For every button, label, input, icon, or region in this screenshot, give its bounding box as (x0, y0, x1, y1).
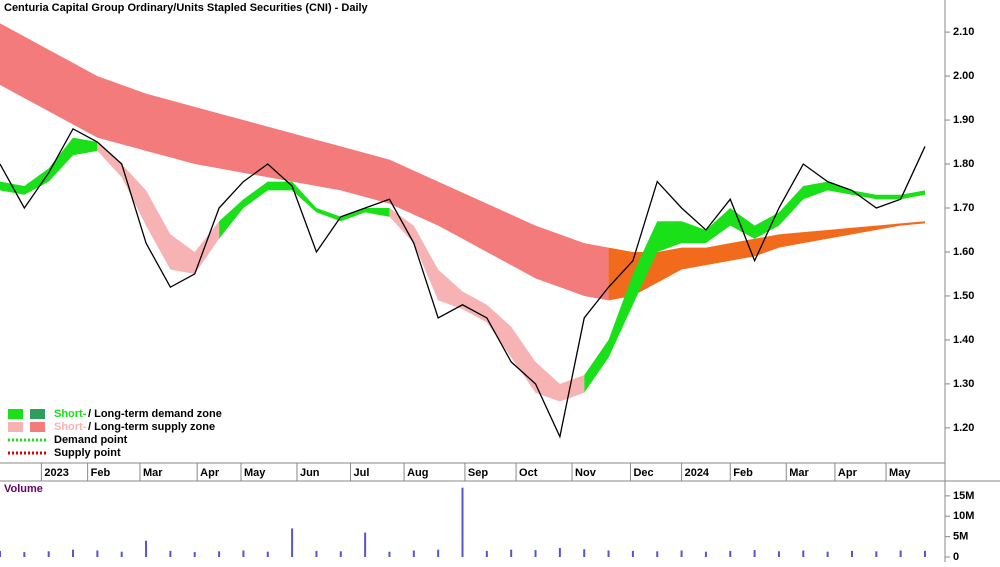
x-tick-label: 2024 (685, 467, 710, 479)
volume-bar (607, 550, 610, 557)
zone-band (389, 207, 585, 402)
volume-bar (461, 487, 464, 557)
volume-tick-label: 15M (953, 490, 974, 502)
x-tick-label: Feb (91, 467, 111, 479)
volume-bar (218, 551, 221, 557)
volume-bar (680, 550, 683, 557)
volume-bar (315, 550, 318, 557)
legend-label: Short- (54, 408, 87, 420)
legend-swatch (30, 409, 45, 419)
y-tick-label: 1.40 (953, 334, 974, 346)
x-tick-label: May (889, 467, 911, 479)
x-tick-label: Dec (633, 467, 653, 479)
volume-tick-label: 5M (953, 531, 968, 543)
volume-bar (558, 548, 561, 557)
volume-bar (0, 550, 1, 557)
volume-bar (583, 549, 586, 557)
zone-band (0, 23, 609, 301)
y-tick-label: 1.30 (953, 378, 974, 390)
x-tick-label: 2023 (44, 467, 68, 479)
zone-band (584, 181, 925, 393)
volume-tick-label: 0 (953, 551, 959, 562)
volume-bar (704, 551, 707, 557)
x-tick-label: Mar (789, 467, 809, 479)
chart-title: Centuria Capital Group Ordinary/Units St… (4, 2, 369, 14)
volume-bar (899, 550, 902, 557)
volume-bar (242, 550, 245, 557)
x-tick-label: Feb (733, 467, 753, 479)
y-tick-label: 1.20 (953, 422, 974, 434)
legend-swatch (30, 422, 45, 432)
y-tick-label: 2.00 (953, 70, 974, 82)
y-tick-label: 1.50 (953, 290, 974, 302)
volume-bar (534, 550, 537, 557)
zone-band (0, 137, 98, 195)
volume-bar (729, 550, 732, 557)
volume-bar (777, 551, 780, 557)
y-tick-label: 1.90 (953, 114, 974, 126)
zone-band (97, 142, 220, 274)
legend-label: Supply point (54, 447, 121, 459)
volume-tick-label: 10M (953, 510, 974, 522)
volume-bar (802, 550, 805, 557)
volume-bar (753, 550, 756, 557)
y-tick-label: 1.70 (953, 202, 974, 214)
volume-bar (364, 532, 367, 557)
volume-bar (485, 550, 488, 557)
x-tick-label: Aug (407, 467, 428, 479)
legend-label: / Long-term supply zone (88, 421, 215, 433)
x-tick-label: Jun (300, 467, 320, 479)
volume-bar (924, 550, 926, 557)
volume-bar (656, 551, 659, 557)
volume-bar (339, 551, 342, 557)
volume-bar (510, 549, 513, 557)
price-line (0, 127, 926, 439)
volume-bar (120, 551, 123, 557)
volume-bar (145, 540, 148, 557)
x-tick-label: Mar (143, 467, 163, 479)
volume-bar (96, 550, 99, 557)
volume-bar (193, 552, 196, 557)
volume-bar (72, 549, 75, 557)
legend-label: Short- (54, 421, 87, 433)
volume-bar (388, 551, 391, 557)
volume-bar (169, 550, 172, 557)
y-tick-label: 1.80 (953, 158, 974, 170)
volume-bar (47, 551, 50, 557)
volume-bar (23, 552, 26, 557)
x-tick-label: Apr (838, 467, 858, 479)
x-tick-label: Jul (354, 467, 370, 479)
x-tick-label: Sep (468, 467, 488, 479)
legend-label: / Long-term demand zone (88, 408, 222, 420)
x-tick-label: Oct (519, 467, 538, 479)
volume-bar (291, 528, 294, 557)
legend-label: Demand point (54, 434, 128, 446)
volume-bar (826, 551, 829, 557)
x-tick-label: Apr (200, 467, 220, 479)
volume-bar (412, 550, 415, 557)
volume-bar (631, 550, 634, 557)
volume-bar (437, 549, 440, 557)
zone-band (608, 221, 925, 301)
x-tick-label: Nov (575, 467, 597, 479)
volume-bar (850, 550, 853, 557)
y-tick-label: 1.60 (953, 246, 974, 258)
legend-swatch (8, 422, 23, 432)
x-tick-label: May (244, 467, 266, 479)
legend-swatch (8, 409, 23, 419)
y-tick-label: 2.10 (953, 26, 974, 38)
volume-title: Volume (4, 483, 43, 495)
volume-bar (266, 551, 269, 557)
volume-bar (875, 551, 878, 557)
